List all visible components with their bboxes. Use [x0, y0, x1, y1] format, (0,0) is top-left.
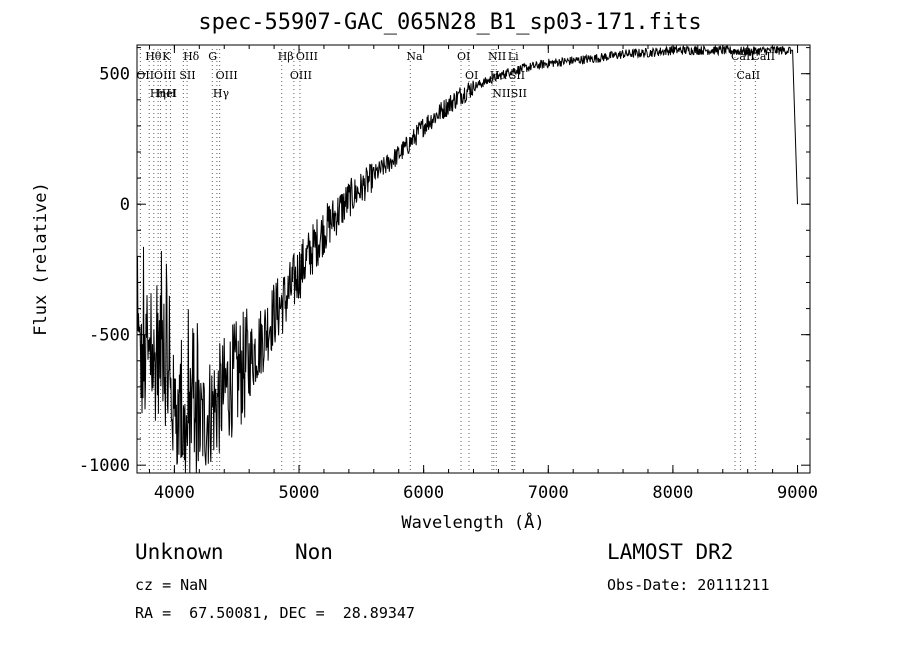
object-subclass: Non: [295, 540, 333, 564]
y-axis-label: Flux (relative): [31, 182, 51, 336]
x-tick-label: 8000: [652, 483, 693, 503]
object-class: Unknown: [135, 540, 224, 564]
x-tick-label: 7000: [528, 483, 569, 503]
redshift-cz: cz = NaN: [135, 576, 208, 594]
line-marker-label: G: [208, 50, 217, 63]
survey-name: LAMOST DR2: [607, 540, 734, 564]
y-axis: -1000 -500 0 500: [79, 47, 810, 476]
line-marker-label: CaII: [751, 50, 775, 63]
y-tick-label: -1000: [79, 456, 130, 476]
line-marker-label: OIII: [216, 69, 238, 82]
line-marker-label: K: [162, 50, 171, 63]
x-tick-label: 6000: [403, 483, 444, 503]
line-marker-label: CaII: [736, 69, 760, 82]
line-marker-label: Hγ: [213, 87, 230, 100]
line-marker-label: Hβ: [278, 50, 294, 63]
y-tick-label: 500: [99, 65, 130, 85]
x-tick-label: 5000: [279, 483, 320, 503]
x-tick-label: 4000: [154, 483, 195, 503]
x-axis-label: Wavelength (Å): [401, 511, 544, 533]
line-marker-label: SII: [179, 69, 195, 82]
spectrum-line: [136, 44, 798, 474]
line-marker-label: NII: [488, 50, 506, 63]
chart-title: spec-55907-GAC_065N28_B1_sp03-171.fits: [198, 10, 702, 35]
line-marker-label: Hη: [150, 87, 166, 100]
line-marker-label: OI: [465, 69, 478, 82]
x-tick-label: 9000: [777, 483, 818, 503]
line-marker-label: Hδ: [183, 50, 200, 63]
y-tick-label: 0: [120, 195, 130, 215]
line-marker-label: OII: [136, 69, 154, 82]
line-markers: [139, 49, 756, 473]
ra-dec: RA = 67.50081, DEC = 28.89347: [135, 604, 415, 622]
obs-date: Obs-Date: 20111211: [607, 576, 770, 594]
y-tick-label: -500: [89, 326, 130, 346]
x-axis: 4000 5000 6000 7000 8000 9000: [148, 45, 818, 503]
line-marker-label: Hθ: [145, 50, 162, 63]
line-marker-label: OIII: [290, 69, 312, 82]
line-marker-label: SII: [511, 87, 527, 100]
line-marker-label: OIII: [296, 50, 318, 63]
line-marker-label: NII: [492, 87, 510, 100]
line-marker-label: HeI: [157, 87, 177, 100]
line-marker-label: Na: [406, 50, 423, 63]
line-marker-label: OIII: [154, 69, 176, 82]
line-marker-label: H: [167, 87, 177, 100]
line-marker-label: Li: [508, 50, 519, 63]
line-marker-label: OI: [457, 50, 470, 63]
